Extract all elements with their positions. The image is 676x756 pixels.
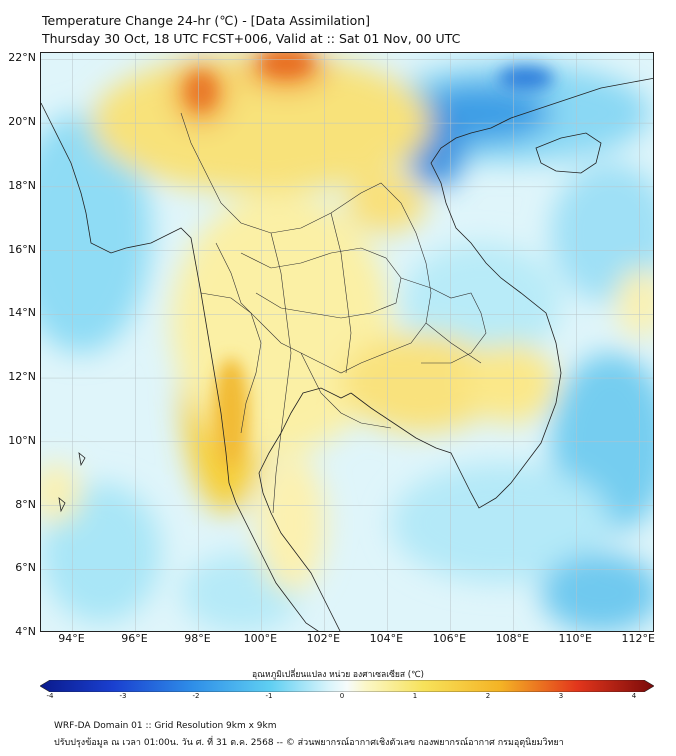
map-panel <box>40 52 654 632</box>
footer-update-info: ปรับปรุงข้อมูล ณ เวลา 01:00น. วัน ศ. ที่… <box>54 738 564 748</box>
lat-tick-label: 22°N <box>8 51 36 65</box>
lon-tick-label: 100°E <box>243 632 278 645</box>
lon-tick-label: 96°E <box>121 632 148 645</box>
lat-tick-label: 20°N <box>8 115 36 129</box>
colorbar-tick-label: -4 <box>46 692 54 700</box>
lon-tick-label: 106°E <box>432 632 467 645</box>
lon-tick-label: 108°E <box>495 632 530 645</box>
colorbar-gradient <box>40 680 654 692</box>
lat-tick-label: 8°N <box>15 497 36 511</box>
lon-tick-label: 112°E <box>621 632 655 645</box>
colorbar-tick-label: 0 <box>339 692 345 700</box>
colorbar-tick-label: 1 <box>412 692 418 700</box>
lat-tick-label: 14°N <box>8 306 36 320</box>
lat-tick-label: 10°N <box>8 433 36 447</box>
colorbar-title: อุณหภูมิเปลี่ยนแปลง หน่วย องศาเซลเซียส (… <box>252 670 424 680</box>
colorbar <box>40 680 654 692</box>
colorbar-tick-label: -2 <box>192 692 200 700</box>
temperature-field-map <box>41 53 653 631</box>
lon-tick-label: 98°E <box>184 632 211 645</box>
colorbar-tick-label: 2 <box>485 692 491 700</box>
colorbar-tick-label: -3 <box>119 692 127 700</box>
map-title: Temperature Change 24-hr (℃) - [Data Ass… <box>42 13 371 28</box>
lon-tick-label: 94°E <box>58 632 85 645</box>
map-subtitle: Thursday 30 Oct, 18 UTC FCST+006, Valid … <box>42 31 461 46</box>
province-borders <box>180 112 487 514</box>
colorbar-tick-label: -1 <box>265 692 273 700</box>
graticule <box>41 53 653 631</box>
colorbar-tick-label: 3 <box>558 692 564 700</box>
colorbar-tick-label: 4 <box>631 692 637 700</box>
lat-tick-label: 6°N <box>15 561 36 575</box>
lat-tick-label: 18°N <box>8 178 36 192</box>
lat-tick-label: 4°N <box>15 625 36 638</box>
lon-tick-label: 102°E <box>306 632 341 645</box>
footer-model-info: WRF-DA Domain 01 :: Grid Resolution 9km … <box>54 721 277 731</box>
lat-tick-label: 16°N <box>8 242 36 256</box>
lon-tick-label: 110°E <box>558 632 593 645</box>
lon-tick-label: 104°E <box>369 632 404 645</box>
lat-tick-label: 12°N <box>8 370 36 384</box>
